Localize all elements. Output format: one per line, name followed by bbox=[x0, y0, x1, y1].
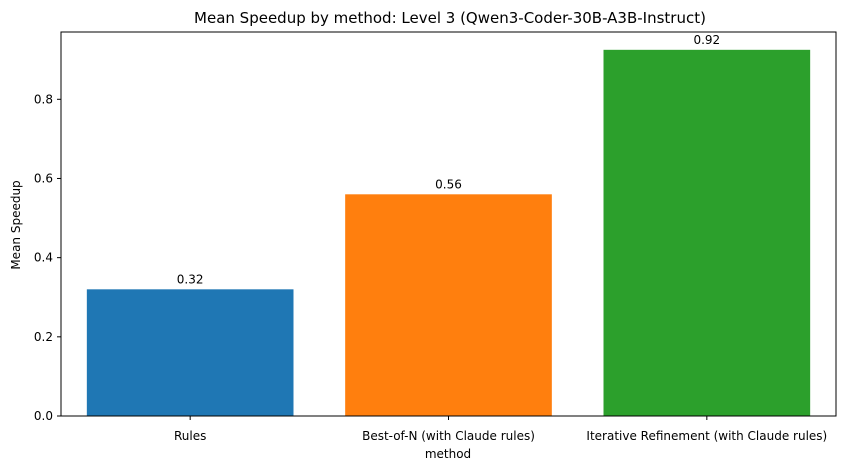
y-tick-label-5: 0.8 bbox=[34, 92, 53, 106]
bar-1 bbox=[86, 289, 294, 416]
data-label-2: 0.56 bbox=[435, 177, 462, 191]
x-tick-label-2: Best-of-N (with Claude rules) bbox=[362, 429, 535, 443]
y-axis-label: Mean Speedup bbox=[9, 180, 23, 269]
y-tick-label-1: 0.0 bbox=[34, 409, 53, 423]
y-tick-label-2: 0.2 bbox=[34, 330, 53, 344]
bar-2 bbox=[345, 194, 552, 416]
data-label-1: 0.32 bbox=[177, 272, 204, 286]
x-tick-label-1: Rules bbox=[174, 429, 206, 443]
plot-frame bbox=[60, 31, 837, 417]
data-label-3: 0.92 bbox=[693, 33, 720, 47]
x-axis-label: method bbox=[425, 447, 471, 461]
bar-3 bbox=[603, 49, 811, 417]
chart-title: Mean Speedup by method: Level 3 (Qwen3-C… bbox=[194, 9, 706, 27]
axes-layer: Rules Best-of-N (with Claude rules) Iterat… bbox=[34, 31, 837, 443]
bars-layer: 0.32 0.56 0.92 bbox=[86, 33, 811, 417]
y-tick-label-4: 0.6 bbox=[34, 171, 53, 185]
x-tick-label-3: Iterative Refinement (with Claude rules) bbox=[586, 429, 827, 443]
y-tick-label-3: 0.4 bbox=[34, 251, 53, 265]
